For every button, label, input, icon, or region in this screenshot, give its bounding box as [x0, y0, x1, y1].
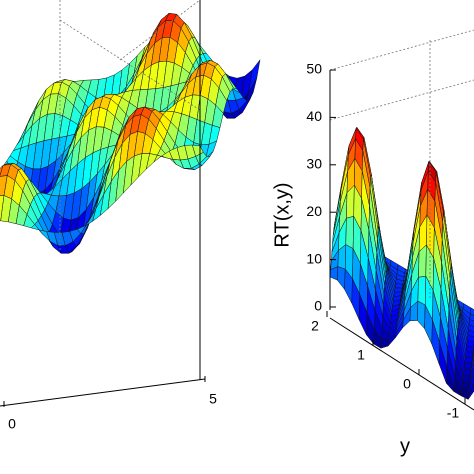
back-edge [119, 0, 201, 61]
z-tick-label: 0 [314, 298, 322, 314]
surface-patch [470, 307, 474, 316]
y-tick-label: 1 [357, 347, 365, 363]
x-tick-label: 5 [209, 391, 217, 407]
x-tick-label: 0 [8, 416, 16, 432]
x-axis [0, 378, 206, 407]
z-tick-label: 40 [306, 108, 322, 124]
surface-patch [417, 275, 427, 306]
surface-patch [470, 357, 474, 376]
y-axis-label: y [400, 435, 410, 457]
surface-patch [465, 345, 474, 353]
surface-patch [337, 266, 346, 290]
surface-patch [417, 300, 426, 330]
surface-patch [469, 362, 474, 382]
surface-patch [380, 339, 390, 349]
y-tick-label: 2 [311, 318, 319, 334]
y-tick-label: -1 [447, 405, 460, 421]
surface [329, 126, 474, 401]
surface-patch [469, 313, 474, 322]
z-tick-label: 20 [306, 203, 322, 219]
back-edge [329, 29, 474, 71]
z-tick-label: 50 [306, 61, 322, 77]
z-axis-label: RT(x,y) [271, 182, 293, 247]
z-tick-label: 30 [306, 156, 322, 172]
surface-patch [394, 283, 404, 289]
surface [0, 12, 261, 254]
y-axis [329, 317, 474, 411]
back-edge [329, 79, 474, 121]
surface-patch [191, 144, 204, 157]
surface-patch [469, 368, 474, 388]
surface-patch [465, 351, 474, 358]
y-tick-label: 0 [403, 376, 411, 392]
z-tick-label: 10 [306, 250, 322, 266]
surface-patch [345, 215, 354, 250]
surface-patch [464, 357, 473, 365]
axes-frame [0, 0, 474, 411]
surface-patch [467, 383, 474, 401]
